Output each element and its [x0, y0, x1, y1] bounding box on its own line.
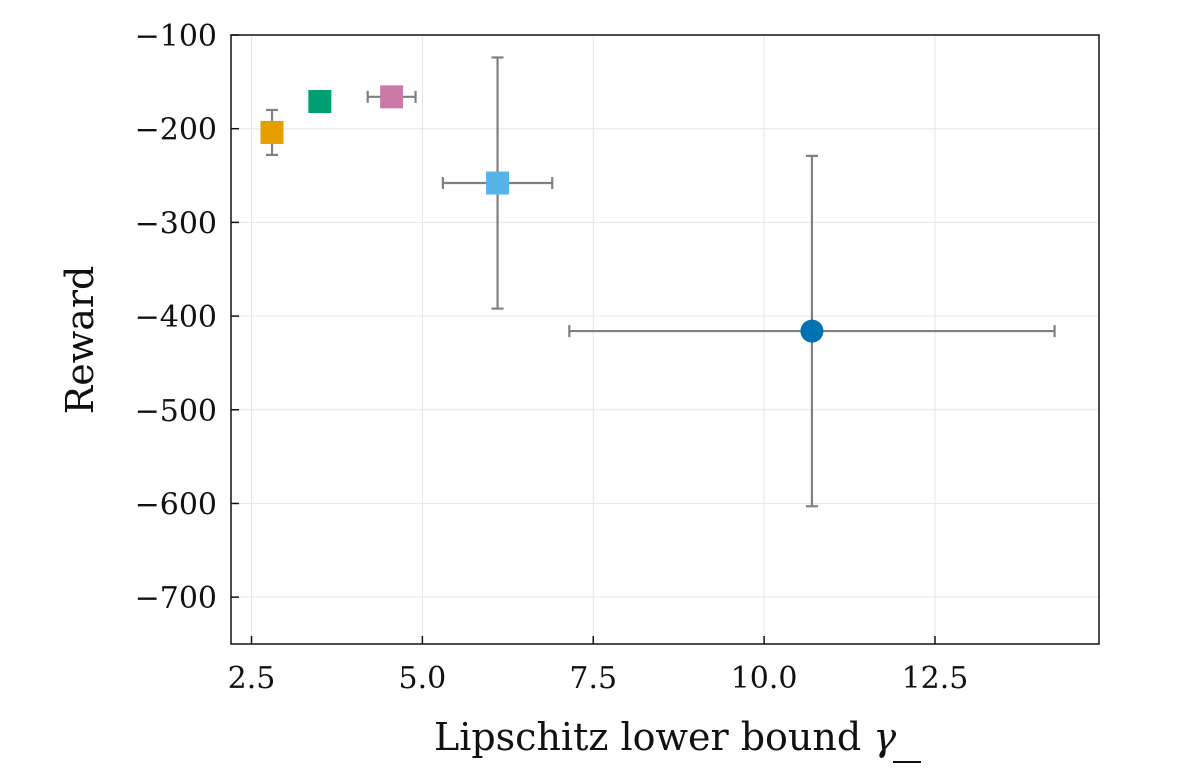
data-point-group	[260, 108, 284, 157]
x-axis-label: Lipschitz lower bound γ	[434, 715, 896, 759]
data-point-marker	[308, 90, 332, 114]
data-point-group	[366, 85, 417, 109]
y-tick-label: −700	[135, 581, 217, 616]
data-point-marker	[260, 120, 284, 144]
grid-layer	[231, 34, 1099, 644]
x-tick-label: 7.5	[569, 661, 617, 696]
x-tick-label: 2.5	[228, 661, 276, 696]
data-point-group	[308, 90, 332, 114]
x-axis-ticks: 2.5 5.0 7.5 10.0 12.5	[228, 636, 969, 696]
data-point-group	[441, 56, 554, 310]
y-axis-ticks: −100 −200 −300 −400 −500 −600 −700	[135, 19, 239, 616]
x-axis-label-text: Lipschitz lower bound	[434, 715, 861, 759]
data-point-marker	[800, 319, 824, 343]
y-tick-label: −300	[135, 206, 217, 241]
y-tick-label: −600	[135, 487, 217, 522]
data-point-marker	[380, 85, 404, 109]
y-tick-label: −200	[135, 113, 217, 148]
x-tick-label: 5.0	[399, 661, 447, 696]
x-axis-label-symbol: γ	[873, 715, 896, 759]
x-tick-label: 12.5	[902, 661, 969, 696]
y-tick-label: −400	[135, 300, 217, 335]
x-tick-label: 10.0	[731, 661, 798, 696]
y-axis-label: Reward	[58, 266, 102, 415]
points-layer	[260, 56, 1056, 508]
data-point-group	[568, 154, 1056, 508]
y-tick-label: −100	[135, 19, 217, 54]
plot-frame	[230, 34, 1100, 645]
data-point-marker	[486, 171, 510, 195]
y-tick-label: −500	[135, 394, 217, 429]
